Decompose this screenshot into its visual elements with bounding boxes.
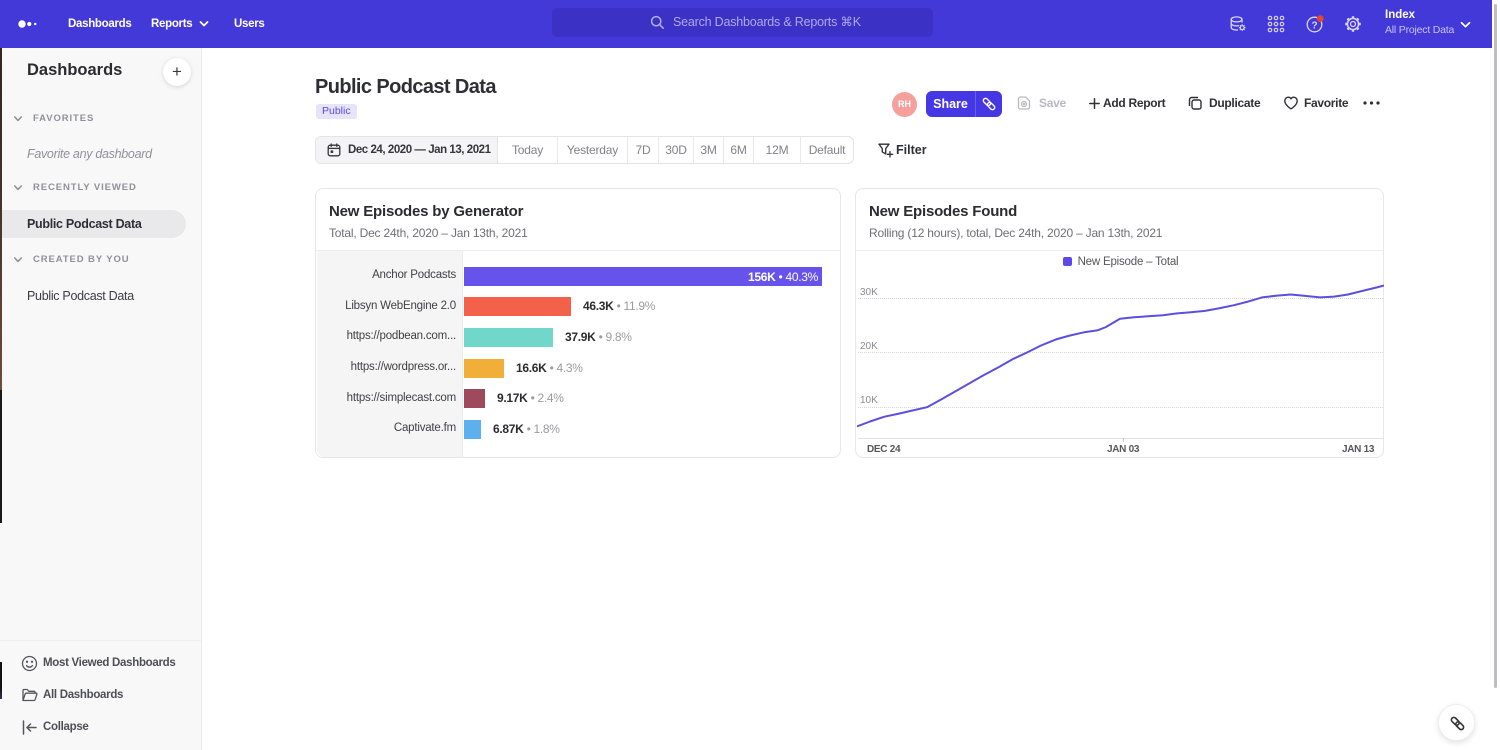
svg-text:?: ? bbox=[1311, 20, 1317, 31]
